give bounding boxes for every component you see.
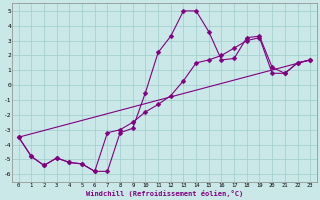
X-axis label: Windchill (Refroidissement éolien,°C): Windchill (Refroidissement éolien,°C) <box>86 190 243 197</box>
